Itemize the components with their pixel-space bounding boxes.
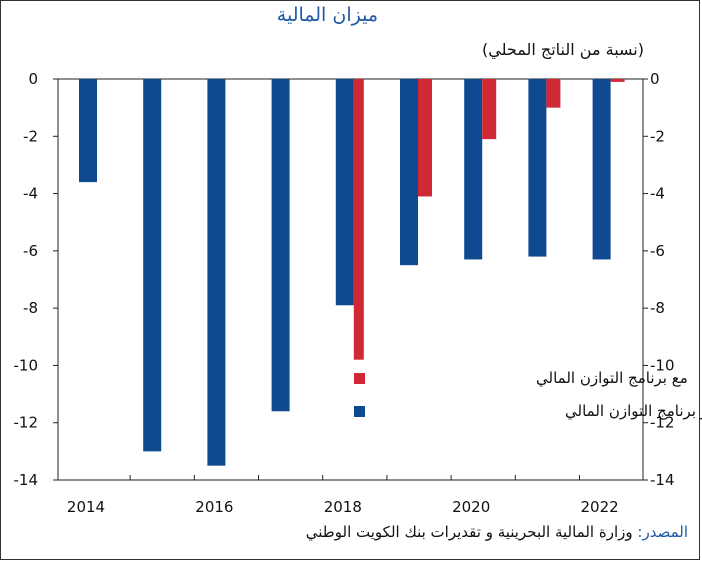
- chart-title: ميزان المالية: [276, 4, 378, 26]
- bar-with-program: [482, 79, 497, 140]
- bar-no-program: [79, 79, 97, 183]
- legend: مع برنامج التوازن المالي من غير برنامج ال…: [354, 369, 702, 421]
- bar-no-program: [271, 79, 290, 412]
- legend-swatch: [354, 406, 365, 417]
- bar-no-program: [592, 79, 611, 260]
- source-text: وزارة المالية البحرينية و تقديرات بنك ال…: [305, 523, 633, 541]
- legend-label: من غير برنامج التوازن المالي: [565, 402, 702, 421]
- bar-with-program: [546, 79, 561, 108]
- bar-no-program: [207, 79, 226, 466]
- y-tick-label-left: -4: [23, 185, 38, 203]
- bar-with-program: [610, 79, 625, 82]
- y-tick-label-left: -14: [14, 471, 39, 489]
- bar-with-program: [418, 79, 432, 197]
- bar-no-program: [335, 79, 354, 306]
- bar-no-program: [143, 79, 162, 452]
- bar-with-program: [353, 79, 364, 360]
- legend-swatch: [354, 373, 365, 384]
- y-tick-label-right: -8: [650, 299, 665, 317]
- y-tick-label-right: 0: [650, 70, 660, 88]
- bar-no-program: [464, 79, 483, 260]
- x-tick-label: 2022: [581, 498, 619, 516]
- y-tick-label-right: -12: [650, 414, 675, 432]
- y-tick-label-left: -6: [23, 242, 38, 260]
- y-tick-label-left: -10: [14, 356, 39, 374]
- y-tick-label-left: -2: [23, 127, 38, 145]
- y-tick-label-right: -10: [650, 356, 675, 374]
- bar-no-program: [528, 79, 547, 257]
- y-tick-label-left: 0: [28, 70, 38, 88]
- y-tick-label-right: -2: [650, 127, 665, 145]
- x-tick-label: 2020: [452, 498, 490, 516]
- x-tick-label: 2018: [324, 498, 362, 516]
- x-tick-label: 2014: [67, 498, 105, 516]
- y-tick-label-right: -4: [650, 185, 665, 203]
- y-tick-label-left: -12: [14, 414, 39, 432]
- source-label: المصدر:: [637, 523, 688, 541]
- y-tick-label-right: -6: [650, 242, 665, 260]
- bars: [79, 79, 625, 466]
- x-tick-label: 2016: [195, 498, 233, 516]
- bar-no-program: [400, 79, 418, 266]
- unit-label: (نسبة من الناتج المحلي): [482, 40, 644, 59]
- source-note: المصدر: وزارة المالية البحرينية و تقديرا…: [306, 523, 688, 541]
- y-tick-label-left: -8: [23, 299, 38, 317]
- y-tick-label-right: -14: [650, 471, 675, 489]
- legend-label: مع برنامج التوازن المالي: [536, 369, 688, 388]
- axes: 0 0 -2 -2 -4 -4 -6 -6 -8 -8 -10 -10 -12 -12 -14 -14 2014…: [14, 70, 675, 516]
